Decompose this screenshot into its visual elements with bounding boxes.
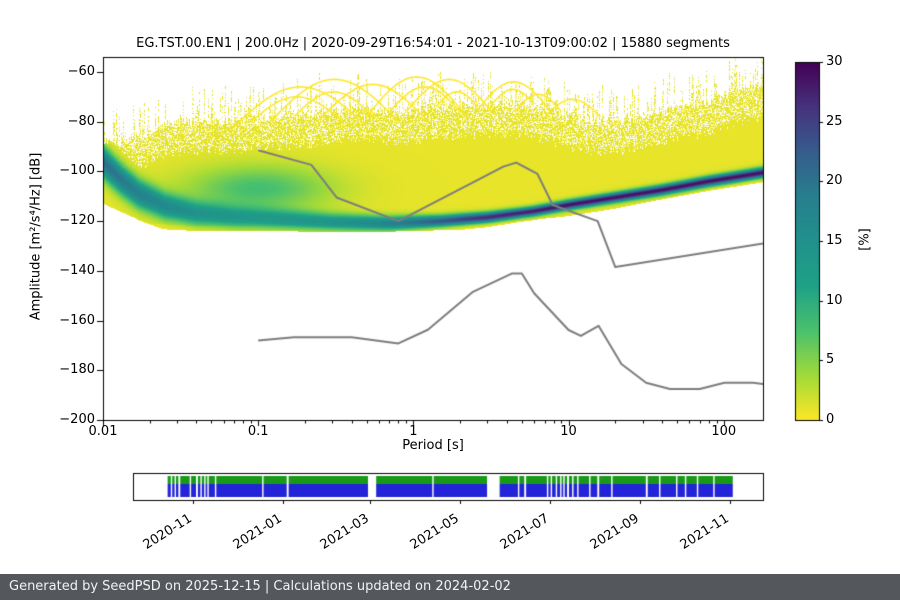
colorbar-tick-label: 20 — [826, 173, 843, 189]
x-tick-label: 10 — [560, 424, 577, 439]
colorbar-tick-label: 0 — [826, 412, 835, 427]
colorbar-tick-label: 5 — [826, 352, 835, 368]
y-tick-label: −80 — [67, 113, 95, 129]
x-tick-label: 0.01 — [88, 424, 118, 439]
y-tick-label: −180 — [59, 362, 95, 378]
plot-title: EG.TST.00.EN1 | 200.0Hz | 2020-09-29T16:… — [136, 36, 730, 51]
x-tick-label: 100 — [711, 424, 737, 439]
colorbar-tick-label: 10 — [826, 292, 843, 308]
x-tick-label: 1 — [409, 424, 418, 439]
colorbar-tick-label: 25 — [826, 113, 843, 129]
y-tick-label: −120 — [59, 213, 95, 229]
y-tick-label: −60 — [67, 63, 95, 79]
footer-text: Generated by SeedPSD on 2025-12-15 | Cal… — [9, 579, 511, 594]
y-tick-label: −160 — [59, 312, 95, 328]
colorbar-tick-label: 15 — [826, 233, 843, 248]
x-axis-label: Period [s] — [402, 438, 464, 453]
y-axis-label: Amplitude [m²/s⁴/Hz] [dB] — [28, 152, 44, 321]
x-tick-label: 0.1 — [247, 424, 269, 439]
y-tick-label: −140 — [59, 262, 95, 278]
colorbar-label: [%] — [857, 228, 873, 251]
status-bar: Generated by SeedPSD on 2025-12-15 | Cal… — [0, 574, 900, 600]
colorbar-tick-label: 30 — [826, 54, 843, 69]
y-tick-label: −100 — [59, 163, 95, 179]
y-tick-label: −200 — [59, 412, 95, 427]
